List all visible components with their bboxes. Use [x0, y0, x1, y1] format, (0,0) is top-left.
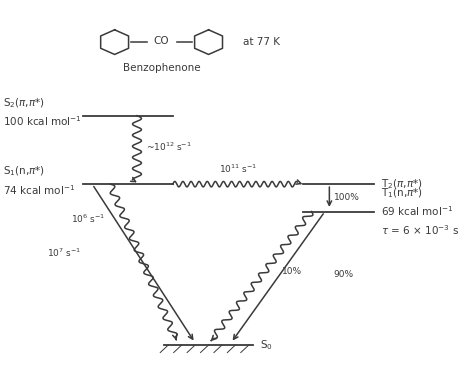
Text: 10$^{11}$ s$^{-1}$: 10$^{11}$ s$^{-1}$: [219, 162, 257, 175]
Text: at 77 K: at 77 K: [243, 37, 280, 47]
Text: ~10$^{12}$ s$^{-1}$: ~10$^{12}$ s$^{-1}$: [146, 140, 191, 153]
Text: 100%: 100%: [334, 193, 360, 202]
Text: T$_2$($\pi$,$\pi$*): T$_2$($\pi$,$\pi$*): [381, 177, 422, 191]
Text: S$_1$(n,$\pi$*)
74 kcal mol$^{-1}$: S$_1$(n,$\pi$*) 74 kcal mol$^{-1}$: [3, 165, 75, 197]
Text: Benzophenone: Benzophenone: [123, 63, 201, 73]
Text: S$_2$($\pi$,$\pi$*)
100 kcal mol$^{-1}$: S$_2$($\pi$,$\pi$*) 100 kcal mol$^{-1}$: [3, 96, 82, 128]
Text: T$_1$(n,$\pi$*)
69 kcal mol$^{-1}$
$\tau$ = 6 × 10$^{-3}$ s: T$_1$(n,$\pi$*) 69 kcal mol$^{-1}$ $\tau…: [381, 186, 459, 237]
Text: 10$^7$ s$^{-1}$: 10$^7$ s$^{-1}$: [47, 246, 81, 259]
Text: 10$^6$ s$^{-1}$: 10$^6$ s$^{-1}$: [72, 212, 106, 225]
Text: S$_0$: S$_0$: [260, 338, 273, 352]
Text: CO: CO: [154, 36, 169, 46]
Text: 10%: 10%: [283, 267, 302, 276]
Text: 90%: 90%: [334, 270, 354, 279]
